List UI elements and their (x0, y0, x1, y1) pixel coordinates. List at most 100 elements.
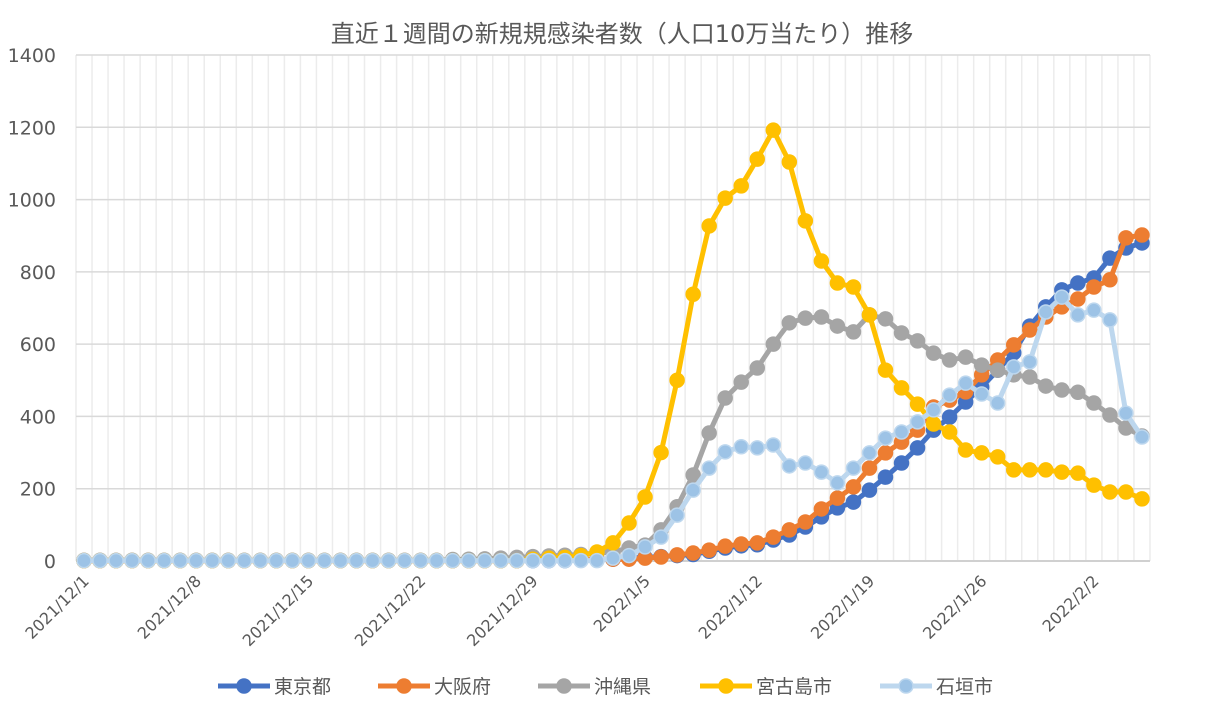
data-point (877, 469, 894, 485)
data-point (1118, 230, 1134, 246)
data-point (1070, 307, 1086, 323)
data-point (1022, 354, 1038, 370)
data-point (765, 437, 782, 453)
data-point (749, 440, 766, 456)
data-point (717, 190, 733, 206)
data-point (909, 333, 926, 349)
data-point (829, 275, 846, 291)
data-point (989, 395, 1006, 411)
data-point (1070, 291, 1086, 307)
data-point (621, 547, 637, 564)
data-point (717, 390, 733, 406)
data-point (941, 409, 958, 425)
data-point (525, 552, 541, 569)
gridlines (75, 54, 1151, 562)
data-point (861, 445, 878, 461)
data-point (412, 552, 429, 569)
data-point (813, 253, 830, 269)
data-point (364, 552, 381, 569)
data-point (268, 552, 285, 569)
data-point (156, 552, 172, 569)
data-point (845, 479, 862, 495)
legend-item[interactable]: 宮古島市 (700, 676, 832, 698)
data-point (573, 552, 589, 569)
series-line (84, 240, 1143, 564)
data-point (1086, 279, 1102, 295)
data-point (1134, 227, 1150, 243)
legend-label: 宮古島市 (756, 676, 832, 698)
data-point (685, 482, 701, 498)
data-point (813, 464, 830, 480)
data-point (781, 154, 798, 170)
x-tick-label: 2022/1/12 (695, 571, 766, 642)
data-point (941, 424, 958, 440)
y-tick-label: 600 (20, 334, 56, 356)
y-tick-label: 400 (20, 406, 56, 428)
data-point (541, 552, 557, 569)
legend-marker-icon (898, 678, 914, 694)
data-point (829, 318, 846, 334)
data-point (925, 416, 942, 432)
data-point (172, 552, 188, 569)
data-point (669, 507, 685, 523)
data-point (204, 552, 220, 569)
data-point (509, 552, 525, 569)
data-point (685, 286, 701, 303)
legend-label: 東京都 (274, 676, 331, 698)
y-axis-tick-labels: 0 200 400 600 800 1000 1200 1400 (8, 45, 56, 573)
data-point (316, 552, 333, 569)
data-point (909, 396, 926, 412)
series-5 (76, 289, 1150, 569)
data-point (781, 315, 798, 331)
data-point (1118, 484, 1134, 500)
data-point (749, 151, 766, 167)
data-point (621, 515, 637, 531)
x-tick-label: 2021/12/22 (351, 571, 430, 650)
data-point (1038, 304, 1054, 320)
data-point (973, 445, 990, 461)
data-point (765, 336, 782, 352)
x-axis-tick-labels: 2021/12/1 2021/12/8 2021/12/15 2021/12/22 20… (21, 571, 1102, 650)
legend-item[interactable]: 石垣市 (880, 676, 993, 698)
data-point (877, 445, 894, 461)
data-point (92, 552, 108, 569)
data-point (1102, 484, 1118, 500)
legend-item[interactable]: 沖縄県 (538, 676, 651, 698)
data-point (845, 494, 862, 510)
data-point (701, 218, 717, 234)
data-point (941, 387, 958, 403)
data-point (925, 345, 942, 361)
legend-item[interactable]: 大阪府 (378, 676, 491, 698)
data-point (1070, 384, 1086, 400)
data-point (797, 310, 814, 326)
data-point (893, 325, 910, 341)
legend-label: 大阪府 (434, 676, 491, 698)
data-point (1086, 395, 1102, 411)
legend-label: 石垣市 (936, 676, 993, 698)
data-point (733, 178, 749, 194)
data-point (1070, 275, 1086, 291)
series-group (76, 122, 1150, 569)
data-point (813, 309, 830, 325)
x-tick-label: 2022/1/5 (590, 571, 654, 635)
data-point (1102, 407, 1118, 423)
data-point (1054, 382, 1070, 398)
data-point (893, 380, 910, 396)
data-point (444, 552, 461, 569)
data-point (813, 501, 830, 517)
y-tick-label: 800 (20, 262, 56, 284)
data-point (460, 552, 477, 569)
data-point (893, 455, 910, 471)
data-point (877, 430, 894, 446)
data-point (989, 449, 1006, 465)
legend-label: 沖縄県 (594, 676, 651, 698)
data-point (781, 458, 798, 474)
data-point (797, 213, 814, 229)
legend-item[interactable]: 東京都 (218, 676, 331, 698)
data-point (1086, 477, 1102, 493)
data-point (557, 552, 573, 569)
data-point (1005, 359, 1022, 375)
data-point (861, 307, 878, 323)
data-point (829, 475, 846, 491)
